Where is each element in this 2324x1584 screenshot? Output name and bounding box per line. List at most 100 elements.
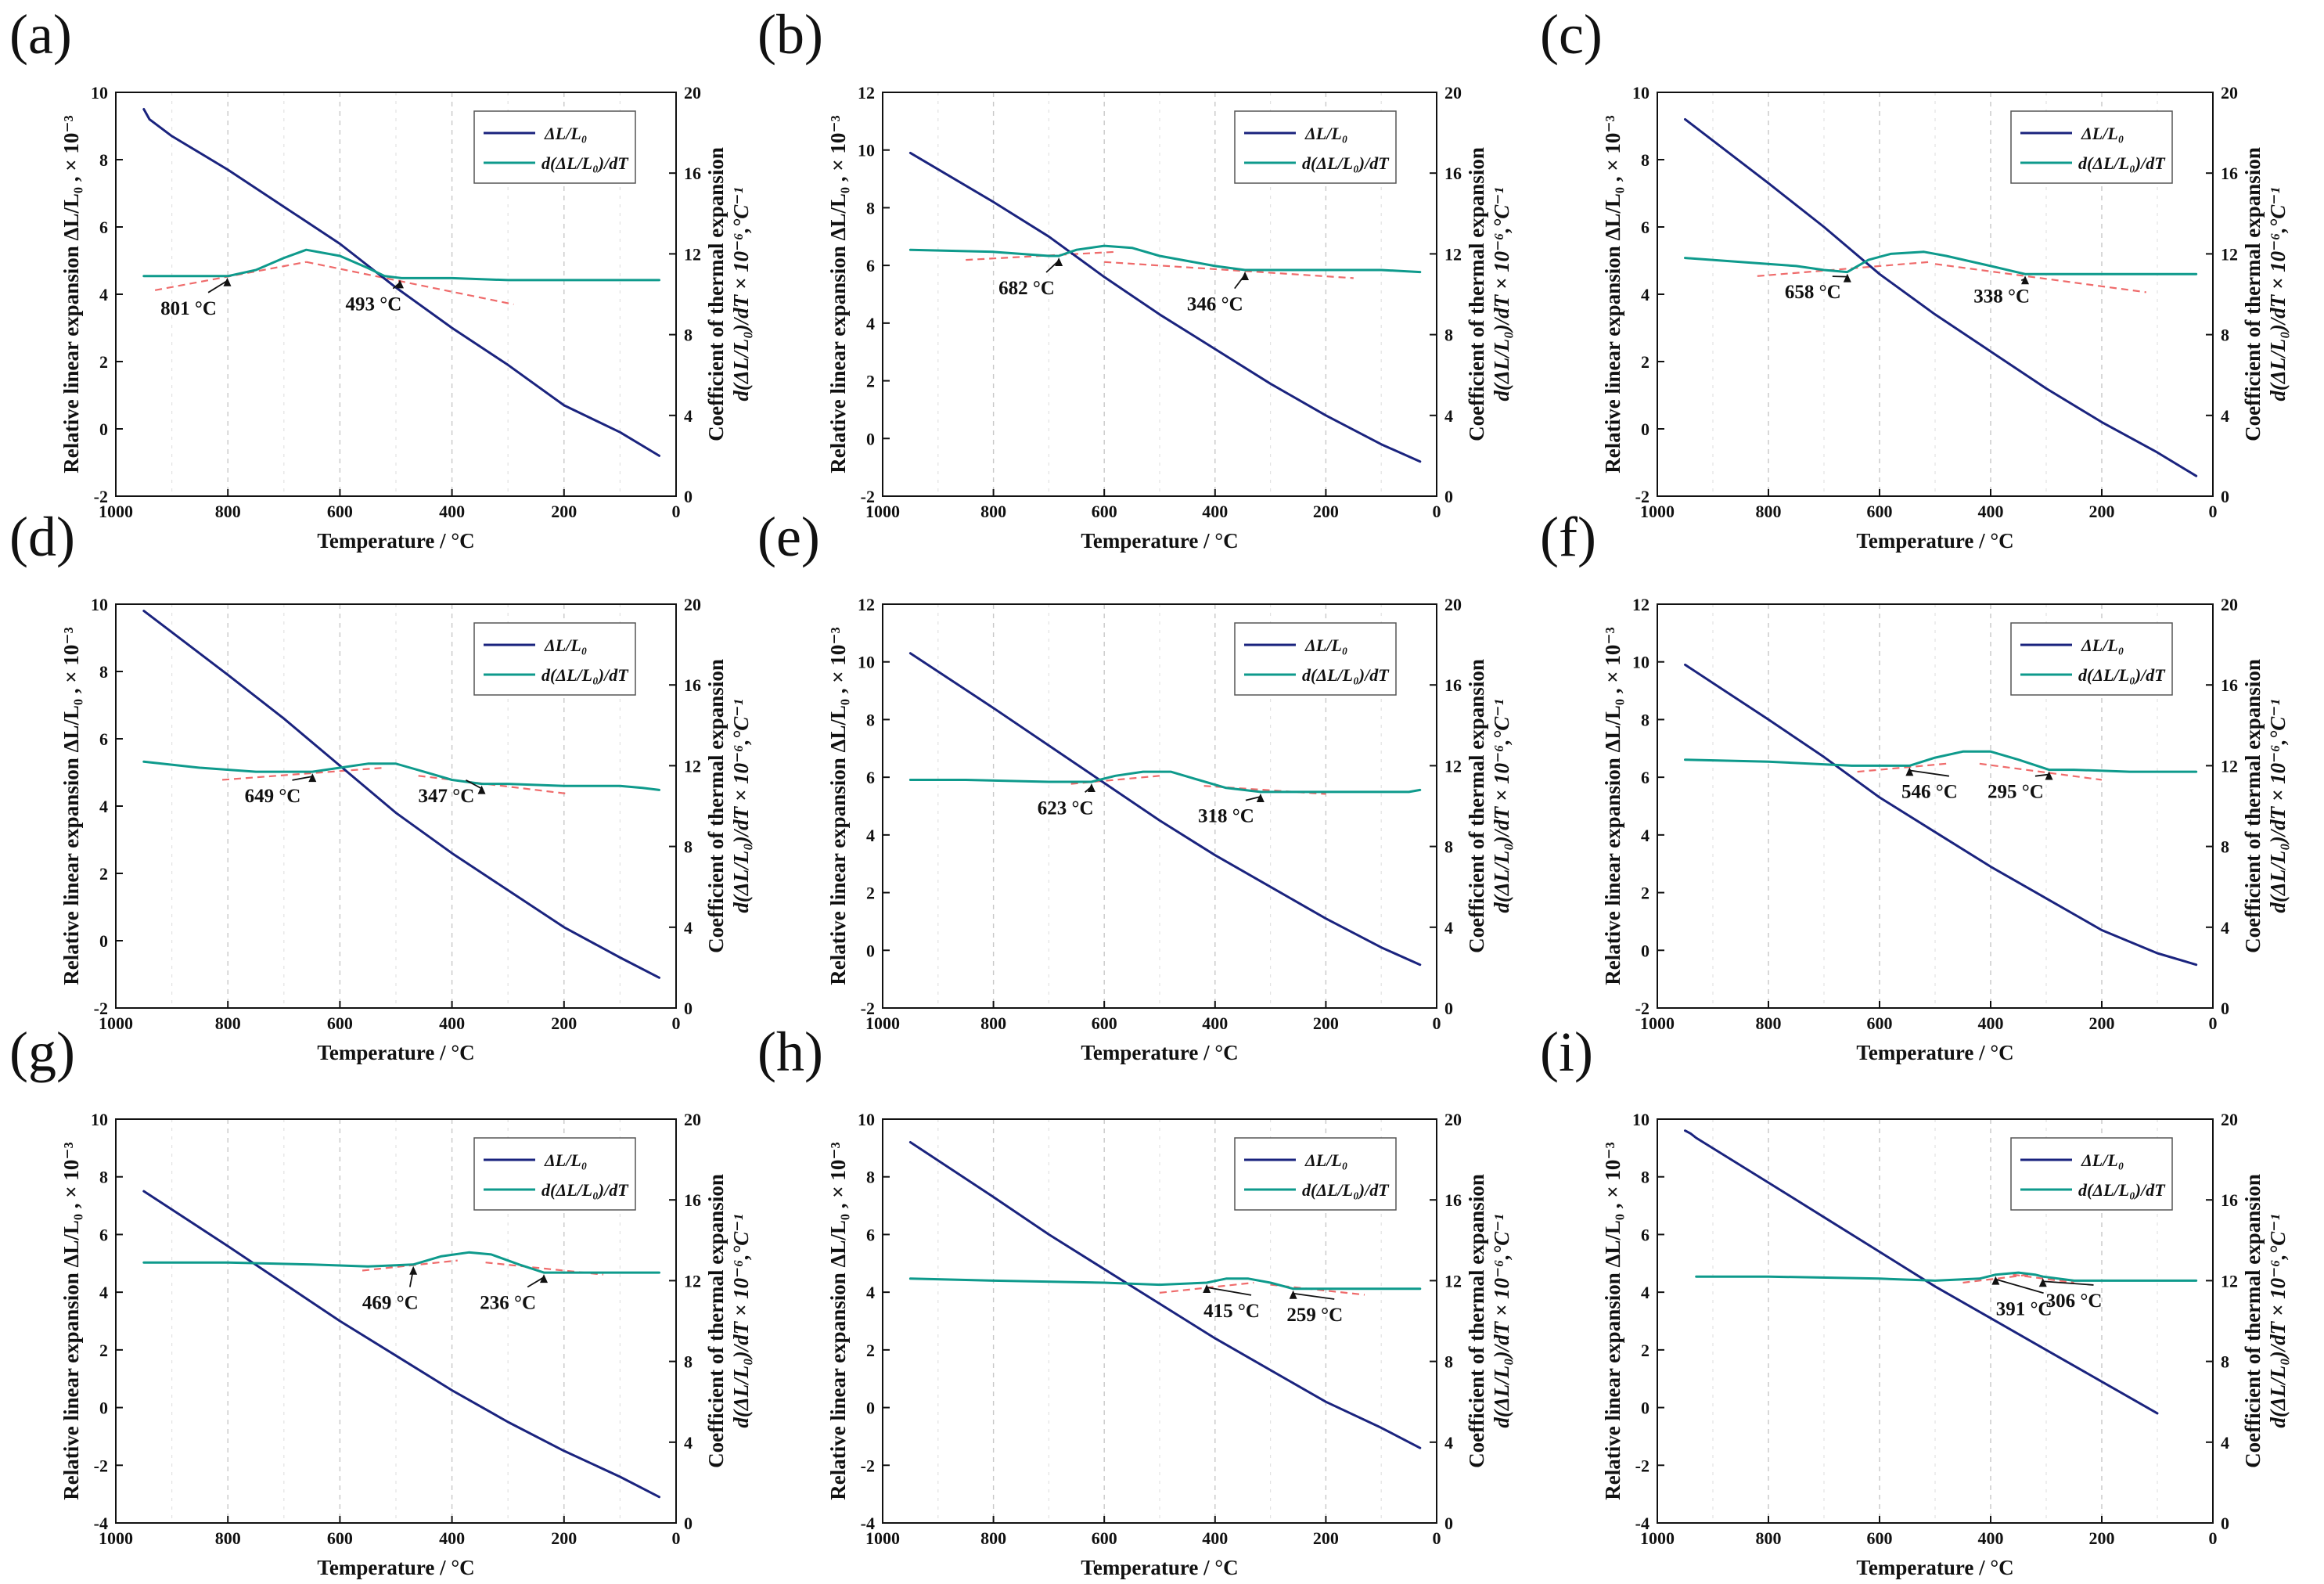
series-cte-line	[142, 1251, 660, 1274]
annotation-arrowhead	[1241, 272, 1250, 281]
legend: ΔL/L₀ d(ΔL/L₀)/dT	[473, 110, 636, 184]
tangent-line	[1979, 762, 2103, 781]
legend-label-dl: ΔL/L₀	[544, 635, 587, 655]
x-tick-label: 800	[980, 1013, 1006, 1033]
legend-box	[1234, 110, 1397, 184]
y-left-tick-label: 2	[99, 864, 108, 884]
annotation-arrowhead	[540, 1274, 549, 1283]
y-right-tick-label: 0	[2221, 487, 2229, 506]
annotation-arrowhead	[223, 277, 232, 286]
y-right-axis-label-2: d(ΔL/L₀)/dT × 10⁻⁶,°C⁻¹	[729, 187, 753, 401]
panel-e: (e) 1000 800 600 400 200 0 -2 0 2 4 6 8 10 12 0 4 8 12 16 20…	[757, 506, 1513, 1064]
y-left-tick-label: 2	[99, 352, 108, 372]
annotation-arrowhead	[1905, 767, 1914, 776]
legend-label-dl: ΔL/L₀	[2081, 1150, 2124, 1170]
x-tick-label: 200	[551, 502, 577, 521]
annotation-arrowhead	[1991, 1276, 2000, 1285]
panel-a: (a) 1000 800 600 400 200 0 -2 0 2 4 6 8 10 0 4 8 12 16 20 Te…	[9, 3, 753, 553]
y-right-tick-label: 0	[2221, 1514, 2229, 1533]
tangent-line	[1203, 785, 1326, 795]
y-left-tick-label: -4	[94, 1514, 108, 1533]
y-left-tick-label: 0	[866, 1399, 875, 1418]
legend: ΔL/L₀ d(ΔL/L₀)/dT	[473, 622, 636, 696]
x-tick-label: 200	[2089, 502, 2115, 521]
tangent-line	[1934, 263, 2146, 293]
y-right-tick-label: 8	[684, 837, 693, 857]
y-left-tick-label: 2	[866, 1341, 875, 1360]
panel-d: (d) 1000 800 600 400 200 0 -2 0 2 4 6 8 10 0 4 8 12 16 20 Te…	[9, 506, 753, 1064]
y-left-tick-label: -2	[1635, 487, 1649, 506]
y-left-axis-label: Relative linear expansion ΔL/L₀ , × 10⁻³	[826, 115, 850, 473]
series-dl-line	[1684, 1129, 2159, 1415]
y-left-tick-label: 12	[1632, 595, 1649, 614]
y-right-tick-label: 16	[2221, 675, 2238, 695]
x-tick-label: 200	[1313, 502, 1339, 521]
annotation-label: 338 °C	[1973, 286, 2030, 307]
y-right-tick-label: 16	[684, 164, 701, 183]
y-right-tick-label: 4	[1444, 918, 1453, 938]
y-right-tick-label: 20	[1444, 83, 1462, 103]
annotation-label: 546 °C	[1901, 782, 1958, 803]
y-right-tick-label: 4	[684, 406, 693, 426]
legend-label-cte: d(ΔL/L₀)/dT	[541, 1180, 629, 1200]
y-right-axis-label-2: d(ΔL/L₀)/dT × 10⁻⁶,°C⁻¹	[2266, 1214, 2290, 1427]
annotation-arrow	[2042, 1280, 2094, 1286]
y-right-tick-label: 12	[1444, 1271, 1462, 1291]
y-left-tick-label: -2	[94, 487, 108, 506]
y-left-tick-label: 0	[1641, 419, 1649, 439]
x-axis-label: Temperature / °C	[317, 529, 474, 553]
x-tick-label: 400	[1202, 1013, 1228, 1033]
y-left-tick-label: 12	[858, 83, 875, 103]
tangent-line	[1857, 762, 1947, 773]
annotation-arrowhead	[396, 279, 405, 289]
y-right-axis-label-2: d(ΔL/L₀)/dT × 10⁻⁶,°C⁻¹	[2266, 187, 2290, 401]
x-tick-label: 200	[2089, 1013, 2115, 1033]
y-right-tick-label: 16	[1444, 1190, 1462, 1210]
y-right-axis-label-1: Coefficient of thermal expansion	[2241, 147, 2265, 441]
legend-box	[473, 622, 636, 696]
y-left-tick-label: 4	[866, 1283, 875, 1302]
panel-h: (h) 1000 800 600 400 200 0 -4 -2 0 2 4 6 8 10 0 4 8 12 16 20…	[757, 1021, 1513, 1579]
legend-label-dl: ΔL/L₀	[544, 1150, 587, 1170]
x-tick-label: 0	[2209, 502, 2218, 521]
legend-label-cte: d(ΔL/L₀)/dT	[1302, 153, 1390, 173]
y-left-tick-label: -4	[1635, 1514, 1649, 1533]
x-tick-label: 600	[327, 502, 353, 521]
y-right-tick-label: 4	[2221, 918, 2229, 938]
x-tick-label: 600	[1867, 502, 1893, 521]
y-left-tick-label: 4	[866, 314, 875, 333]
legend: ΔL/L₀ d(ΔL/L₀)/dT	[2010, 622, 2173, 696]
y-right-tick-label: 0	[1444, 999, 1453, 1018]
legend-label-dl: ΔL/L₀	[1304, 635, 1347, 655]
y-left-tick-label: 4	[1641, 1283, 1649, 1302]
series-dl-line	[142, 1190, 660, 1499]
y-left-tick-label: 2	[1641, 1341, 1649, 1360]
annotation-arrowhead	[1087, 783, 1095, 793]
annotation-arrowhead	[409, 1265, 418, 1275]
y-left-tick-label: 0	[99, 1399, 108, 1418]
y-left-tick-label: 10	[858, 1110, 875, 1129]
legend: ΔL/L₀ d(ΔL/L₀)/dT	[2010, 110, 2173, 184]
x-tick-label: 0	[2209, 1528, 2218, 1548]
x-tick-label: 400	[1978, 1528, 2004, 1548]
legend-label-cte: d(ΔL/L₀)/dT	[1302, 1180, 1390, 1200]
x-tick-label: 200	[1313, 1013, 1339, 1033]
legend-box	[1234, 622, 1397, 696]
panel-f: (f) 1000 800 600 400 200 0 -2 0 2 4 6 8 10 12 0 4 8 12 16 20…	[1540, 506, 2290, 1064]
annotation-arrow	[1245, 796, 1261, 801]
series-dl-line	[1684, 663, 2198, 967]
panel-letter: (h)	[757, 1021, 823, 1083]
annotation-label: 682 °C	[998, 278, 1055, 299]
y-left-tick-label: 6	[99, 1225, 108, 1244]
y-left-tick-label: -2	[861, 487, 875, 506]
x-tick-label: 600	[1092, 1013, 1117, 1033]
y-left-tick-label: 10	[91, 1110, 108, 1129]
y-right-tick-label: 0	[684, 1514, 693, 1533]
y-left-tick-label: 0	[1641, 1399, 1649, 1418]
x-tick-label: 600	[1867, 1528, 1893, 1548]
tangent-line	[306, 261, 514, 305]
x-tick-label: 1000	[865, 502, 900, 521]
legend-label-cte: d(ΔL/L₀)/dT	[2078, 153, 2166, 173]
y-left-tick-label: 4	[1641, 285, 1649, 304]
